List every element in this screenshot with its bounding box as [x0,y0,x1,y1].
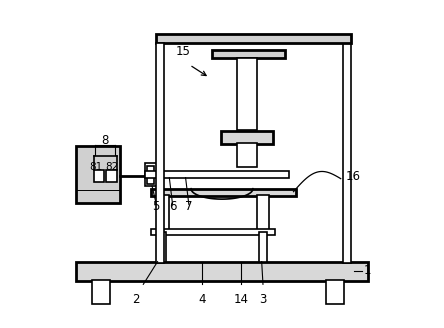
Bar [145,171,289,178]
Bar [151,229,275,235]
Text: 6: 6 [169,200,176,214]
Text: 5: 5 [153,200,160,214]
Bar [222,131,273,144]
Bar [106,170,117,182]
Text: 2: 2 [132,294,139,306]
Text: 82: 82 [105,162,118,172]
Text: 8: 8 [101,134,109,147]
Bar [145,163,157,186]
Bar [75,261,369,281]
Bar [147,166,155,183]
Bar [156,34,351,43]
Bar [92,280,110,304]
Bar [151,189,296,196]
Bar [157,195,169,232]
Text: 3: 3 [259,294,267,306]
Text: 15: 15 [175,45,190,58]
Bar [75,146,119,203]
Text: 81: 81 [90,162,103,172]
Bar [212,50,285,58]
Bar [158,232,166,261]
Text: 7: 7 [185,200,193,214]
Text: 14: 14 [234,294,248,306]
Bar [257,195,270,232]
Bar [259,232,267,261]
Text: 16: 16 [345,170,361,183]
Bar [237,143,257,167]
Text: 1: 1 [364,264,371,277]
Bar [237,58,257,130]
Text: 4: 4 [199,294,206,306]
Bar [343,35,351,263]
Bar [156,43,164,263]
Bar [94,170,104,182]
Bar [326,280,344,304]
